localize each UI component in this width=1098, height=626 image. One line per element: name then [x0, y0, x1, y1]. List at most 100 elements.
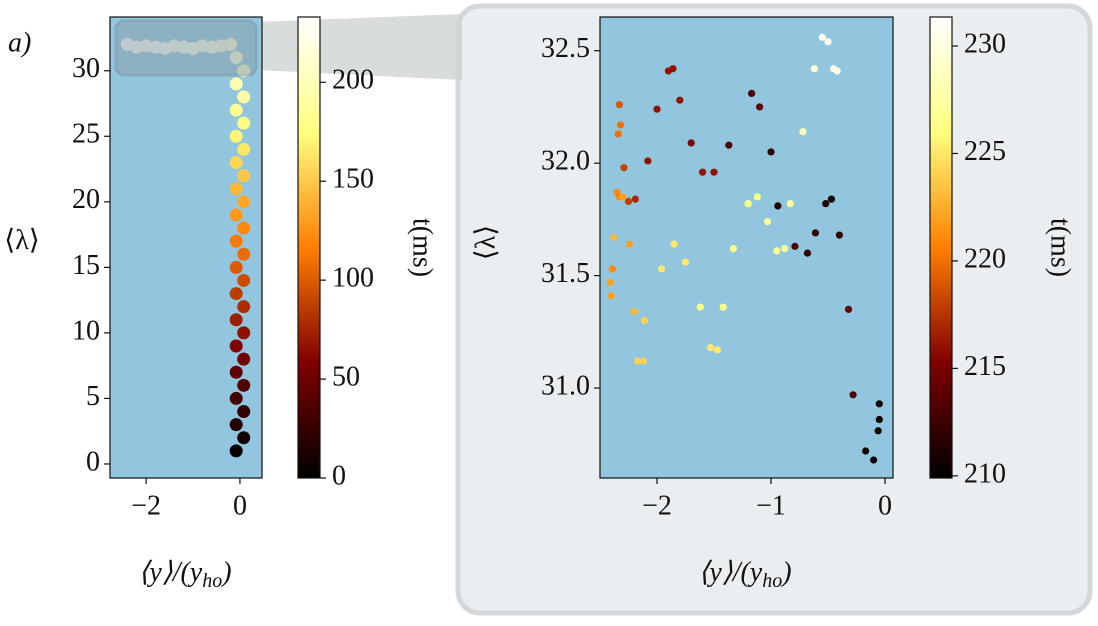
point [773, 247, 781, 255]
point [696, 303, 704, 311]
zoom-highlight [114, 19, 258, 77]
point [229, 103, 243, 117]
point [774, 202, 782, 210]
point [810, 65, 818, 73]
point [681, 258, 690, 266]
x-axis-label-part: ho [202, 570, 222, 592]
point [670, 240, 678, 248]
colorbar [929, 16, 953, 479]
x-axis-label-part: ) [780, 557, 791, 588]
point [767, 148, 775, 156]
x-tick-label: 0 [878, 490, 892, 521]
point [229, 129, 243, 143]
x-axis-label-part: ⟨y⟩/(y [698, 557, 762, 588]
colorbar-tick-label: 220 [964, 243, 1006, 274]
point [824, 38, 832, 46]
point [237, 169, 251, 183]
point [827, 195, 836, 203]
x-axis-label: ⟨y⟩/(yho) [138, 557, 231, 591]
plot-frame [599, 16, 894, 479]
y-tick-label: 20 [72, 184, 100, 215]
point [229, 208, 243, 222]
point [719, 303, 727, 311]
colorbar-tick-label: 230 [964, 28, 1006, 59]
y-tick-label: 31.5 [541, 258, 590, 289]
point [799, 128, 807, 136]
point [640, 316, 649, 325]
point [237, 378, 251, 392]
point [229, 260, 243, 274]
point [229, 287, 243, 301]
point [862, 447, 870, 455]
point [699, 168, 707, 176]
point [615, 101, 623, 109]
point [786, 200, 794, 208]
point [237, 273, 251, 287]
x-axis-label-part: ) [220, 557, 231, 588]
point [753, 193, 761, 201]
point [229, 313, 243, 327]
y-tick-label: 0 [86, 446, 100, 477]
colorbar-tick-label: 150 [332, 164, 374, 195]
point [874, 427, 882, 435]
point [229, 444, 243, 458]
y-axis-label: ⟨λ⟩ [4, 225, 39, 256]
point [875, 415, 883, 424]
point [237, 405, 251, 419]
x-tick-label: −1 [756, 490, 786, 521]
point [229, 391, 243, 405]
point [729, 245, 737, 253]
y-tick-label: 31.0 [541, 370, 590, 401]
point [616, 121, 625, 129]
point [229, 365, 243, 379]
point [631, 195, 639, 203]
panel-label: a) [8, 27, 31, 58]
point [608, 265, 617, 273]
point [229, 339, 243, 353]
point [756, 103, 764, 111]
point [606, 278, 614, 286]
point [833, 67, 841, 75]
point [710, 168, 718, 176]
point [229, 182, 243, 196]
colorbar-label: t(ms) [407, 218, 438, 277]
point [619, 193, 627, 201]
point [630, 307, 638, 316]
point [624, 197, 633, 205]
plot-area [600, 17, 893, 478]
point [849, 391, 857, 399]
point [614, 130, 622, 138]
point [713, 346, 722, 354]
point [237, 300, 251, 314]
x-tick-label: −2 [131, 490, 161, 521]
y-tick-label: 10 [72, 315, 100, 346]
colorbar-tick-label: 210 [964, 458, 1006, 489]
point [653, 105, 661, 113]
x-axis-label: ⟨y⟩/(yho) [698, 557, 791, 591]
point [657, 265, 666, 273]
point [748, 89, 756, 98]
point [620, 164, 628, 172]
point [835, 231, 844, 239]
x-axis-label-part: ⟨y⟩/(y [138, 557, 202, 588]
point [781, 245, 789, 253]
colorbar-tick-label: 215 [964, 351, 1006, 382]
y-axis-label: ⟨λ⟩ [470, 225, 501, 260]
point [607, 292, 616, 300]
point [822, 200, 830, 208]
point [237, 326, 251, 340]
x-tick-label: 0 [233, 490, 247, 521]
x-axis-label-part: ho [762, 570, 782, 592]
colorbar-label: t(ms) [1045, 218, 1076, 277]
point [639, 357, 647, 365]
point [229, 155, 243, 169]
point [626, 240, 634, 248]
colorbar [297, 16, 321, 479]
point [844, 305, 853, 313]
point [706, 343, 715, 352]
point [811, 229, 820, 237]
y-tick-label: 32.5 [541, 33, 590, 64]
y-tick-label: 30 [72, 53, 100, 84]
point [744, 200, 752, 208]
